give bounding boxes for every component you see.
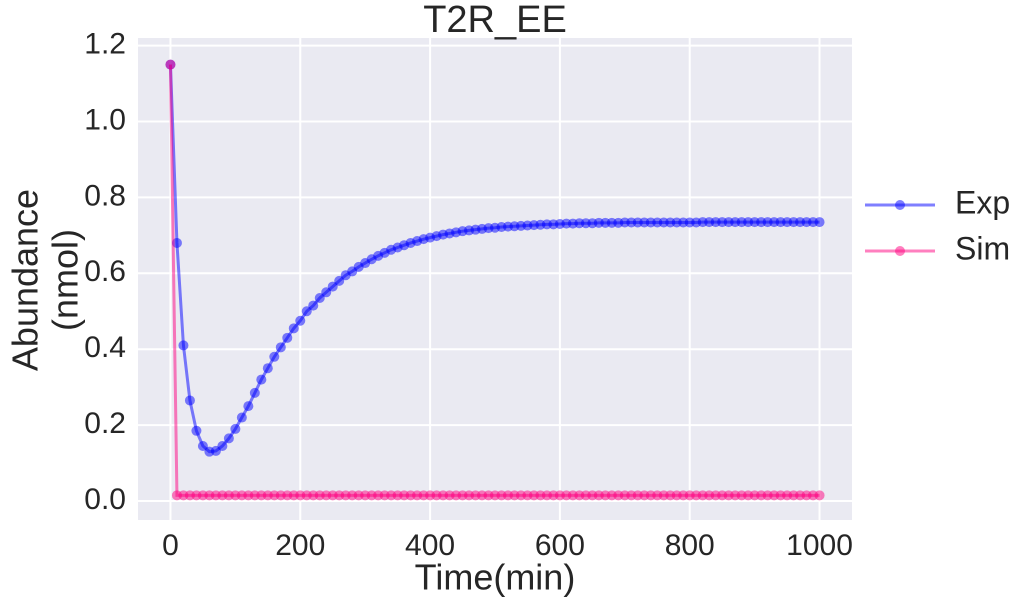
chart-title: T2R_EE [423,0,567,41]
marker [814,217,825,228]
x-tick-label: 400 [405,529,455,562]
marker [256,374,267,385]
legend-label: Exp [955,184,1010,220]
x-tick-label: 800 [665,529,715,562]
marker [217,440,228,451]
marker [230,423,241,434]
y-tick-label: 1.2 [84,28,126,61]
marker [308,300,319,311]
marker [249,387,260,398]
marker [301,306,312,317]
x-tick-label: 600 [535,529,585,562]
y-tick-label: 0.4 [84,331,126,364]
y-tick-label: 1.0 [84,103,126,136]
legend-marker [895,246,905,256]
marker [814,490,825,501]
marker [184,395,195,406]
marker [327,281,338,292]
marker [178,340,189,351]
y-tick-label: 0.8 [84,179,126,212]
marker [282,332,293,343]
marker [321,287,332,298]
marker [165,59,176,70]
legend-label: Sim [955,230,1010,266]
x-tick-label: 1000 [786,529,853,562]
legend-marker [895,200,905,210]
marker [262,363,273,374]
marker [314,292,325,303]
y-tick-label: 0.2 [84,407,126,440]
x-axis-label: Time(min) [415,557,576,598]
plot-area [138,38,852,520]
y-tick-label: 0.6 [84,255,126,288]
marker [243,401,254,412]
y-axis-label: (nmol) [45,229,86,331]
x-tick-label: 0 [162,529,179,562]
marker [295,315,306,326]
marker [269,351,280,362]
y-axis-label: Abundance [5,189,46,371]
marker [191,425,202,436]
marker [288,323,299,334]
marker [197,440,208,451]
x-tick-label: 200 [275,529,325,562]
marker [223,433,234,444]
marker [236,412,247,423]
y-tick-label: 0.0 [84,483,126,516]
marker [334,275,345,286]
marker [275,342,286,353]
